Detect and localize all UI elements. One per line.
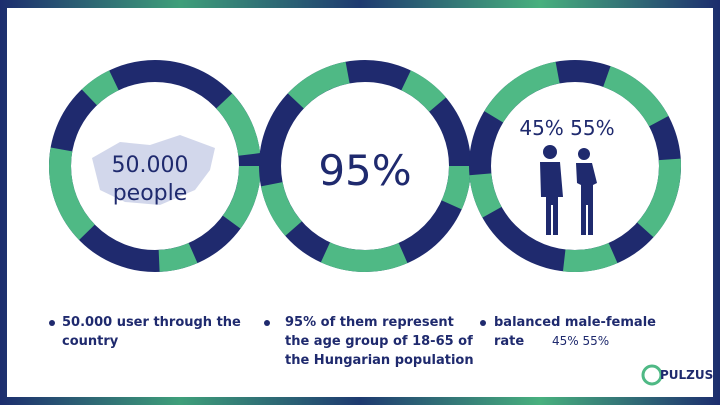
circle-text: 95%: [318, 146, 411, 195]
people-icon: [540, 145, 597, 235]
circle-text: 45% 55%: [519, 116, 614, 140]
ring: [49, 60, 261, 272]
bullet-dot: [49, 320, 55, 326]
ring: [259, 60, 471, 272]
ring: [469, 60, 681, 272]
bullet-extra: 45% 55%: [552, 334, 610, 348]
bullet-dot: [264, 320, 270, 326]
bullet-text: balanced male-female rate: [494, 315, 656, 349]
logo-mark: [641, 364, 663, 386]
bullet-text: 50.000 user through the country: [62, 315, 241, 349]
bullet-dot: [480, 320, 486, 326]
bullet-text: 95% of them represent the age group of 1…: [285, 315, 474, 368]
circle-text: people: [113, 181, 188, 206]
circle-text: 50.000: [112, 153, 189, 178]
logo: PULZUS: [660, 368, 714, 382]
map-shape: [92, 135, 215, 205]
